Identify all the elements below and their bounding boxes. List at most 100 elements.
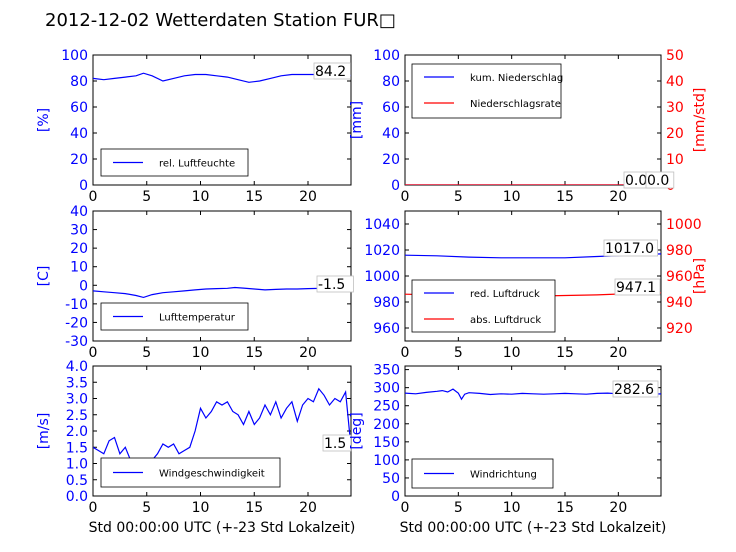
panel-temperature: 0 5 10 15 20 -30 -20 -10 0 10 20 30 40 [C] Lufttempera… bbox=[36, 204, 354, 361]
y-tick-label: -20 bbox=[65, 315, 88, 331]
x-tick-label: 15 bbox=[556, 345, 574, 361]
x-tick-label: 0 bbox=[401, 345, 410, 361]
x-tick-label: 0 bbox=[89, 189, 98, 205]
y-axis-label: [m/s] bbox=[36, 413, 52, 450]
x-tick-label: 0 bbox=[401, 500, 410, 516]
x-tick-label: 5 bbox=[454, 189, 463, 205]
y2-tick-label: 980 bbox=[666, 243, 693, 259]
legend-label: red. Luftdruck bbox=[470, 289, 540, 300]
y2-tick-label: 940 bbox=[666, 295, 693, 311]
y2-tick-label: 960 bbox=[666, 269, 693, 285]
y2-tick-label: 20 bbox=[666, 126, 684, 142]
y-tick-label: 1000 bbox=[364, 269, 400, 285]
y-tick-label: 0 bbox=[79, 278, 88, 294]
plot-frame bbox=[404, 365, 662, 497]
y-tick-label: 60 bbox=[382, 100, 400, 116]
x-tick-label: 20 bbox=[299, 189, 317, 205]
y2-tick-label: 30 bbox=[666, 100, 684, 116]
y-tick-label: 0.0 bbox=[66, 489, 88, 505]
y-tick-label: 100 bbox=[373, 453, 400, 469]
legend-label: Niederschlagsrate bbox=[470, 99, 561, 110]
x-tick-label: 5 bbox=[454, 345, 463, 361]
y2-tick-label: 50 bbox=[666, 48, 684, 64]
value-annotation-box bbox=[645, 171, 675, 189]
y-tick-label: 2.5 bbox=[66, 408, 88, 424]
y-tick-label: 250 bbox=[373, 399, 400, 415]
y2-tick-label: 40 bbox=[666, 74, 684, 90]
y-tick-label: 80 bbox=[382, 74, 400, 90]
y-tick-label: 1.5 bbox=[66, 440, 88, 456]
y-tick-label: 1040 bbox=[364, 217, 400, 233]
x-axis-label: Std 00:00:00 UTC (+-23 Std Lokalzeit) bbox=[400, 520, 667, 536]
y-axis-label: [mm] bbox=[349, 101, 365, 139]
legend-label: abs. Luftdruck bbox=[470, 315, 541, 326]
y2-axis-label: [mm/std] bbox=[692, 88, 708, 153]
y2-tick-label: 1000 bbox=[666, 217, 702, 233]
y-axis-label: [deg] bbox=[349, 412, 365, 449]
series-line-rel-luftfeuchte bbox=[93, 72, 351, 83]
x-tick-label: 10 bbox=[503, 500, 521, 516]
legend-box bbox=[411, 63, 562, 119]
x-tick-label: 0 bbox=[401, 189, 410, 205]
y-tick-label: 20 bbox=[70, 152, 88, 168]
x-axis-label: Std 00:00:00 UTC (+-23 Std Lokalzeit) bbox=[89, 520, 356, 536]
value-annotation: 947.1 bbox=[616, 280, 656, 296]
y-tick-label: 40 bbox=[382, 126, 400, 142]
x-tick-label: 5 bbox=[142, 189, 151, 205]
value-annotation: 0.0 bbox=[625, 173, 647, 189]
y-tick-label: 0 bbox=[391, 489, 400, 505]
y-tick-label: -10 bbox=[65, 297, 88, 313]
y2-tick-label: 920 bbox=[666, 321, 693, 337]
x-tick-label: 20 bbox=[609, 345, 627, 361]
value-annotation: 282.6 bbox=[614, 382, 654, 398]
y-tick-label: 100 bbox=[373, 48, 400, 64]
panel-pressure: 0 5 10 15 20 960 980 1000 1020 1040 920 940 960 980 10… bbox=[364, 210, 708, 361]
y-tick-label: 0.5 bbox=[66, 473, 88, 489]
y-tick-label: 300 bbox=[373, 381, 400, 397]
legend-label: Windrichtung bbox=[470, 470, 537, 481]
value-annotation: 84.2 bbox=[315, 64, 346, 80]
y-tick-label: 150 bbox=[373, 435, 400, 451]
y-tick-label: 30 bbox=[70, 223, 88, 239]
y-tick-label: 960 bbox=[373, 321, 400, 337]
x-tick-label: 15 bbox=[556, 189, 574, 205]
y-tick-label: 4.0 bbox=[66, 359, 88, 375]
panel-precip: 0510152002040608010001020304050[mm][mm/s… bbox=[349, 48, 708, 205]
value-annotation: 0.0 bbox=[647, 173, 669, 189]
legend-label: Windgeschwindigkeit bbox=[159, 469, 265, 480]
y-tick-label: 0 bbox=[79, 178, 88, 194]
plot-frame bbox=[92, 54, 352, 186]
y-tick-label: 2.0 bbox=[66, 424, 88, 440]
x-tick-label: 5 bbox=[142, 500, 151, 516]
panel-humidity: 0 5 10 15 20 0 20 40 60 80 100 [%] rel. Luftfeuchte 8… bbox=[36, 48, 352, 205]
value-annotation-box bbox=[612, 380, 659, 398]
y-tick-label: 980 bbox=[373, 295, 400, 311]
y2-axis-label: [hPa] bbox=[692, 258, 708, 294]
x-tick-label: 15 bbox=[245, 189, 263, 205]
x-tick-label: 20 bbox=[299, 345, 317, 361]
legend-label: kum. Niederschlag bbox=[470, 73, 563, 84]
y-tick-label: 350 bbox=[373, 363, 400, 379]
y-tick-label: 20 bbox=[70, 241, 88, 257]
x-tick-label: 0 bbox=[89, 500, 98, 516]
y-tick-label: 20 bbox=[382, 152, 400, 168]
panel-windspeed: 0 5 10 15 200.00.51.01.52.02.53.03.54.0[m/s]… bbox=[36, 359, 355, 536]
x-tick-label: 10 bbox=[192, 189, 210, 205]
y-tick-label: 40 bbox=[70, 204, 88, 220]
value-annotation-box bbox=[614, 278, 661, 296]
x-tick-label: 20 bbox=[299, 500, 317, 516]
y-tick-label: 3.5 bbox=[66, 375, 88, 391]
legend-box bbox=[411, 279, 556, 333]
y-axis-label: [%] bbox=[36, 108, 52, 132]
y-axis-label: [C] bbox=[36, 266, 52, 287]
x-tick-label: 5 bbox=[454, 500, 463, 516]
y-tick-label: 60 bbox=[70, 100, 88, 116]
x-tick-label: 15 bbox=[556, 500, 574, 516]
value-annotation-box bbox=[603, 239, 658, 257]
y-tick-label: 10 bbox=[70, 260, 88, 276]
value-annotation: -1.5 bbox=[318, 277, 345, 293]
value-annotation-box bbox=[313, 62, 351, 80]
x-tick-label: 0 bbox=[89, 345, 98, 361]
y-tick-label: 1020 bbox=[364, 243, 400, 259]
